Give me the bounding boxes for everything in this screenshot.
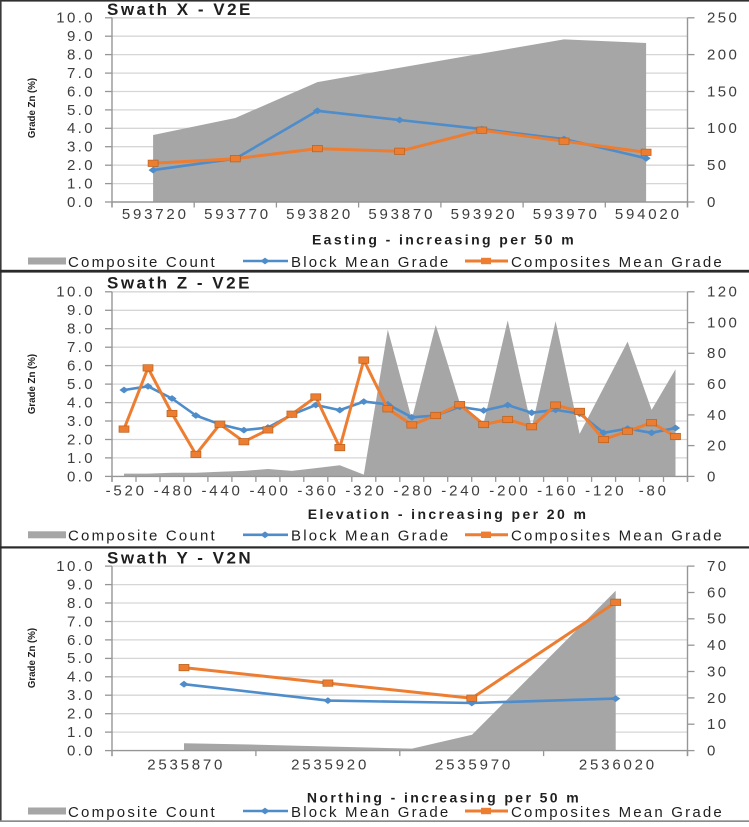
svg-text:0.0: 0.0 — [67, 468, 95, 485]
svg-text:2535920: 2535920 — [291, 756, 369, 773]
svg-text:Swath Z - V2E: Swath Z - V2E — [107, 273, 252, 292]
svg-text:20: 20 — [707, 690, 729, 707]
svg-text:8.0: 8.0 — [67, 595, 95, 612]
svg-text:30: 30 — [707, 663, 729, 680]
svg-text:2536020: 2536020 — [579, 756, 657, 773]
svg-text:70: 70 — [707, 558, 729, 575]
svg-text:Composites Mean Grade: Composites Mean Grade — [511, 254, 724, 271]
svg-text:5.0: 5.0 — [67, 376, 95, 393]
svg-text:-400: -400 — [249, 482, 290, 499]
svg-text:60: 60 — [707, 584, 729, 601]
svg-text:10.0: 10.0 — [56, 10, 95, 27]
svg-text:593820: 593820 — [286, 206, 353, 223]
svg-text:1.0: 1.0 — [67, 450, 95, 467]
svg-text:200: 200 — [707, 47, 739, 64]
svg-text:6.0: 6.0 — [67, 83, 95, 100]
svg-text:Block Mean Grade: Block Mean Grade — [291, 254, 450, 271]
svg-text:60: 60 — [707, 376, 729, 393]
svg-text:9.0: 9.0 — [67, 577, 95, 594]
svg-text:100: 100 — [707, 315, 739, 332]
svg-text:2535970: 2535970 — [435, 756, 513, 773]
svg-text:Elevation - increasing per 20: Elevation - increasing per 20 m — [308, 506, 589, 522]
svg-text:5.0: 5.0 — [67, 102, 95, 119]
svg-text:594020: 594020 — [615, 206, 682, 223]
svg-text:40: 40 — [707, 637, 729, 654]
svg-text:Composites Mean Grade: Composites Mean Grade — [511, 804, 724, 821]
svg-text:10.0: 10.0 — [56, 558, 95, 575]
svg-text:-240: -240 — [441, 482, 482, 499]
svg-text:Swath X - V2E: Swath X - V2E — [107, 0, 253, 19]
svg-text:593970: 593970 — [533, 206, 600, 223]
svg-text:4.0: 4.0 — [67, 120, 95, 137]
svg-text:Grade Zn (%): Grade Zn (%) — [27, 78, 38, 138]
svg-text:3.0: 3.0 — [67, 413, 95, 430]
svg-text:1.0: 1.0 — [67, 176, 95, 193]
svg-text:Grade Zn (%): Grade Zn (%) — [27, 628, 38, 688]
svg-text:8.0: 8.0 — [67, 47, 95, 64]
svg-text:0.0: 0.0 — [67, 194, 95, 211]
svg-text:6.0: 6.0 — [67, 632, 95, 649]
svg-text:Block Mean Grade: Block Mean Grade — [291, 528, 450, 545]
svg-text:9.0: 9.0 — [67, 28, 95, 45]
svg-text:2.0: 2.0 — [67, 431, 95, 448]
svg-text:Composite Count: Composite Count — [68, 804, 217, 821]
svg-text:-160: -160 — [537, 482, 578, 499]
svg-text:9.0: 9.0 — [67, 302, 95, 319]
svg-text:Easting - increasing per 50 m: Easting - increasing per 50 m — [312, 232, 576, 248]
svg-text:4.0: 4.0 — [67, 395, 95, 412]
svg-text:3.0: 3.0 — [67, 687, 95, 704]
svg-text:593770: 593770 — [204, 206, 271, 223]
svg-text:Composite Count: Composite Count — [68, 528, 217, 545]
svg-text:50: 50 — [707, 157, 729, 174]
svg-text:Composites Mean Grade: Composites Mean Grade — [511, 528, 724, 545]
svg-text:7.0: 7.0 — [67, 65, 95, 82]
svg-text:0: 0 — [707, 743, 718, 760]
svg-text:1.0: 1.0 — [67, 724, 95, 741]
svg-text:-360: -360 — [297, 482, 338, 499]
svg-text:7.0: 7.0 — [67, 339, 95, 356]
svg-text:0: 0 — [707, 194, 718, 211]
svg-text:20: 20 — [707, 438, 729, 455]
svg-text:2.0: 2.0 — [67, 157, 95, 174]
svg-text:6.0: 6.0 — [67, 358, 95, 375]
svg-text:-80: -80 — [639, 482, 669, 499]
svg-text:2535870: 2535870 — [147, 756, 225, 773]
svg-text:3.0: 3.0 — [67, 139, 95, 156]
svg-text:Swath Y - V2N: Swath Y - V2N — [107, 548, 253, 567]
svg-text:100: 100 — [707, 120, 739, 137]
svg-text:-320: -320 — [345, 482, 386, 499]
svg-text:Composite Count: Composite Count — [68, 254, 217, 271]
svg-text:Northing - increasing per 50 m: Northing - increasing per 50 m — [307, 789, 581, 805]
svg-text:250: 250 — [707, 10, 739, 27]
svg-text:50: 50 — [707, 611, 729, 628]
svg-text:593870: 593870 — [368, 206, 435, 223]
svg-text:-440: -440 — [201, 482, 242, 499]
svg-text:-520: -520 — [106, 482, 147, 499]
svg-text:2.0: 2.0 — [67, 706, 95, 723]
svg-text:10.0: 10.0 — [56, 284, 95, 301]
svg-text:593720: 593720 — [122, 206, 189, 223]
svg-text:150: 150 — [707, 83, 739, 100]
svg-text:0.0: 0.0 — [67, 743, 95, 760]
svg-text:10: 10 — [707, 716, 729, 733]
svg-text:-280: -280 — [393, 482, 434, 499]
svg-text:4.0: 4.0 — [67, 669, 95, 686]
svg-text:7.0: 7.0 — [67, 613, 95, 630]
svg-text:Grade Zn (%): Grade Zn (%) — [27, 354, 38, 414]
svg-text:80: 80 — [707, 345, 729, 362]
svg-text:-200: -200 — [489, 482, 530, 499]
svg-text:8.0: 8.0 — [67, 321, 95, 338]
svg-text:593920: 593920 — [451, 206, 518, 223]
svg-text:0: 0 — [707, 468, 718, 485]
svg-text:-120: -120 — [585, 482, 626, 499]
svg-text:Block Mean Grade: Block Mean Grade — [291, 804, 450, 821]
svg-text:40: 40 — [707, 407, 729, 424]
svg-text:-480: -480 — [154, 482, 195, 499]
svg-text:5.0: 5.0 — [67, 650, 95, 667]
svg-text:120: 120 — [707, 284, 739, 301]
